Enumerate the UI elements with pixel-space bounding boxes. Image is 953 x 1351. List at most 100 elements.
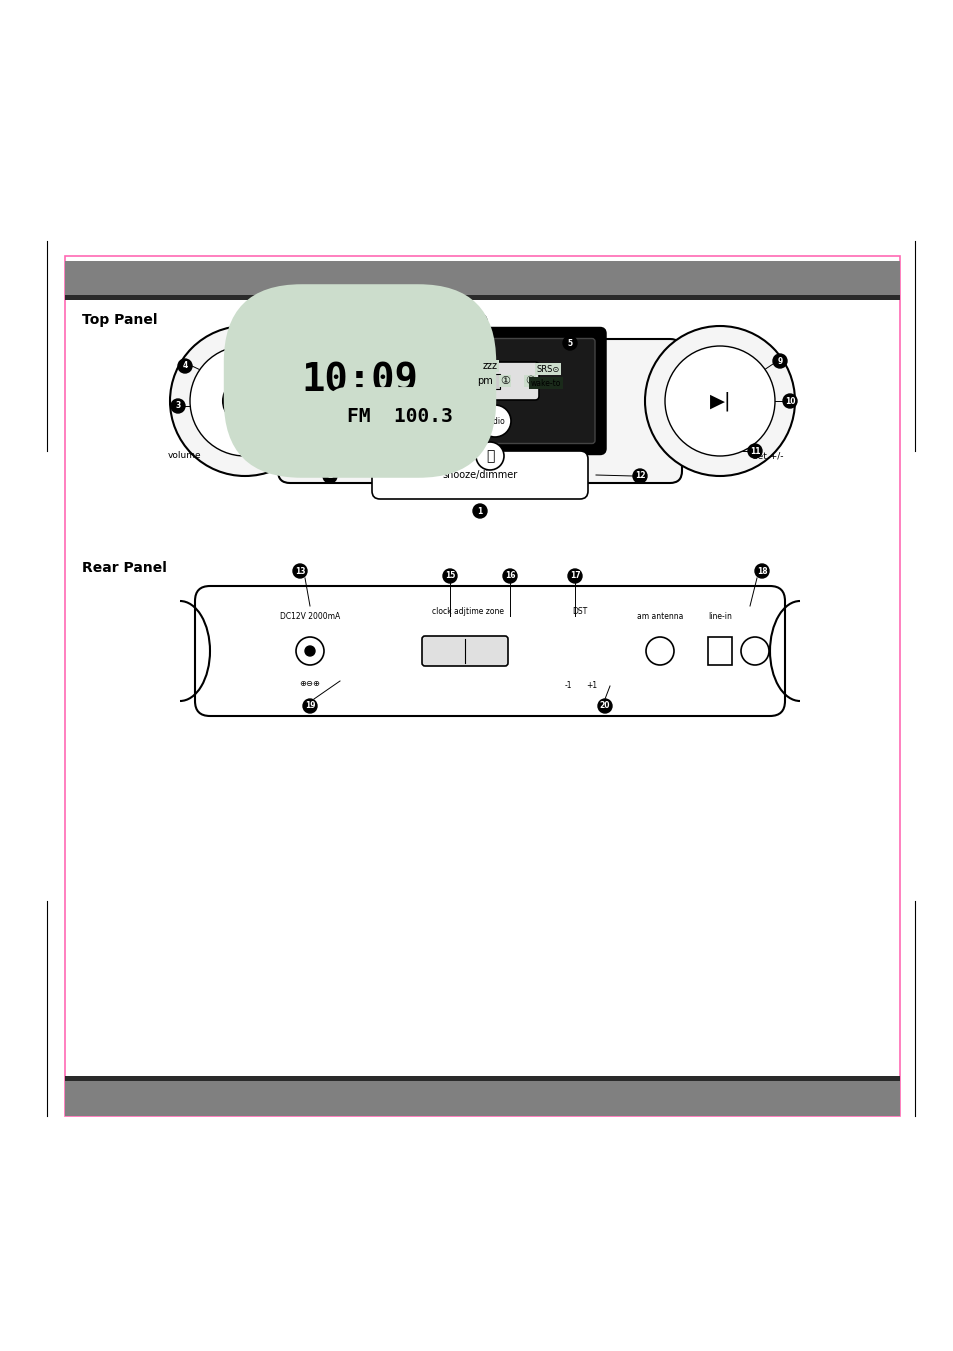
Circle shape (473, 504, 486, 517)
Circle shape (351, 442, 378, 470)
Circle shape (782, 394, 796, 408)
Circle shape (442, 569, 456, 584)
Text: ①: ① (499, 376, 510, 386)
Text: 5: 5 (567, 339, 572, 347)
Circle shape (740, 638, 768, 665)
Circle shape (502, 569, 517, 584)
Text: 5-6: 5-6 (439, 416, 454, 426)
Text: volume: volume (168, 451, 202, 461)
Text: 2: 2 (327, 471, 333, 481)
FancyBboxPatch shape (372, 451, 587, 499)
Bar (339, 390, 579, 451)
Circle shape (645, 638, 673, 665)
Text: 15: 15 (444, 571, 455, 581)
Text: ⊕⊖⊕: ⊕⊖⊕ (299, 680, 320, 688)
FancyBboxPatch shape (420, 362, 538, 400)
Text: radio: radio (485, 416, 504, 426)
FancyBboxPatch shape (254, 328, 604, 454)
FancyBboxPatch shape (421, 636, 507, 666)
Text: sleep: sleep (394, 451, 416, 461)
Text: 6: 6 (387, 339, 393, 347)
Text: 8: 8 (327, 442, 333, 450)
Bar (65, 1081, 899, 1116)
Text: set +/-: set +/- (752, 451, 782, 461)
Circle shape (476, 442, 503, 470)
FancyBboxPatch shape (265, 339, 595, 443)
Circle shape (293, 563, 307, 578)
Circle shape (747, 444, 761, 458)
Text: 9: 9 (777, 357, 781, 366)
Circle shape (562, 336, 577, 350)
Circle shape (323, 439, 336, 453)
Text: 3: 3 (175, 401, 180, 411)
Text: snooze/dimmer: snooze/dimmer (442, 470, 517, 480)
Text: wake-to: wake-to (530, 378, 560, 388)
Circle shape (389, 405, 420, 436)
Bar (65, 261, 899, 296)
Circle shape (323, 469, 336, 484)
Circle shape (295, 638, 324, 665)
Circle shape (305, 646, 314, 657)
Circle shape (633, 469, 646, 484)
Text: eq: eq (359, 451, 370, 461)
Circle shape (567, 569, 581, 584)
Text: zzz: zzz (482, 361, 497, 372)
Text: +1: +1 (586, 681, 597, 690)
Circle shape (178, 359, 192, 373)
Circle shape (473, 313, 486, 328)
Circle shape (436, 442, 463, 470)
Text: line-in: line-in (707, 612, 731, 621)
Text: am antenna: am antenna (637, 612, 682, 621)
Text: DC12V 2000mA: DC12V 2000mA (279, 612, 340, 621)
Circle shape (431, 405, 462, 436)
Text: FM  100.3: FM 100.3 (347, 407, 453, 426)
Text: 10: 10 (784, 396, 795, 405)
Text: 12: 12 (634, 471, 644, 481)
Text: 11: 11 (749, 446, 760, 455)
Circle shape (349, 405, 380, 436)
Text: 16: 16 (504, 571, 515, 581)
Text: DST: DST (572, 607, 587, 616)
Text: Rear Panel: Rear Panel (82, 561, 167, 576)
Circle shape (772, 354, 786, 367)
Text: 3-4: 3-4 (397, 416, 412, 426)
Bar (707, 638, 731, 665)
Text: 4: 4 (182, 362, 188, 370)
Circle shape (598, 698, 612, 713)
Bar (65, 295, 899, 300)
Circle shape (382, 336, 396, 350)
Circle shape (391, 442, 418, 470)
Text: ⏰: ⏰ (445, 449, 454, 463)
FancyBboxPatch shape (194, 586, 784, 716)
Text: -1: -1 (563, 681, 571, 690)
Text: 1: 1 (476, 507, 482, 516)
Text: pm: pm (476, 376, 493, 386)
Circle shape (190, 346, 299, 457)
Text: 19: 19 (304, 701, 314, 711)
Text: 18: 18 (756, 566, 766, 576)
Text: 1-2: 1-2 (358, 416, 372, 426)
Circle shape (644, 326, 794, 476)
FancyBboxPatch shape (277, 339, 681, 484)
Bar (65, 1075, 899, 1081)
Circle shape (223, 380, 267, 423)
Text: ▶|: ▶| (709, 392, 731, 411)
Text: ⏰: ⏰ (485, 449, 494, 463)
Text: 10:09: 10:09 (301, 362, 418, 400)
Circle shape (303, 698, 316, 713)
Text: 20: 20 (599, 701, 610, 711)
Text: 7: 7 (476, 316, 482, 326)
Circle shape (754, 563, 768, 578)
Text: ②: ② (524, 376, 535, 386)
Circle shape (664, 346, 774, 457)
Circle shape (171, 399, 185, 413)
Circle shape (478, 405, 511, 436)
Text: time zone: time zone (465, 607, 503, 616)
Text: SRS⊙: SRS⊙ (536, 365, 559, 373)
Text: Top Panel: Top Panel (82, 313, 157, 327)
Text: 13: 13 (294, 566, 305, 576)
Bar (65, 255, 899, 1116)
Text: 17: 17 (569, 571, 579, 581)
Bar (459, 374, 499, 389)
Circle shape (170, 326, 319, 476)
